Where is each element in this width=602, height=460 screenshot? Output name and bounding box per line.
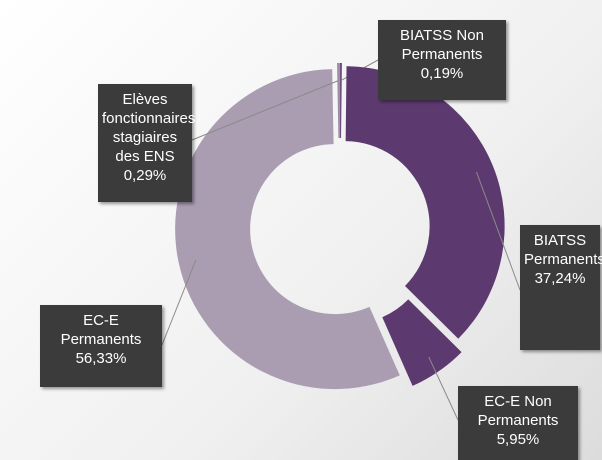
label-value: 37,24% bbox=[534, 270, 586, 287]
label-name: BIATSS Non Permanents bbox=[400, 27, 484, 63]
label-value: 56,33% bbox=[75, 350, 127, 367]
label-value: 0,29% bbox=[123, 167, 167, 184]
donut-slice bbox=[337, 63, 340, 139]
label-name: EC-E Permanents bbox=[60, 312, 142, 348]
data-label: EC-E Permanents 56,33% bbox=[40, 305, 162, 387]
donut-slice bbox=[175, 69, 400, 390]
leader-line bbox=[428, 356, 459, 421]
donut-slice bbox=[345, 66, 505, 339]
label-value: 5,95% bbox=[496, 431, 540, 448]
label-name: EC-E Non Permanents bbox=[477, 393, 559, 429]
data-label: BIATSS Permanents 37,24% bbox=[520, 225, 602, 350]
data-label: Elèves fonctionnaires stagiaires des ENS… bbox=[98, 84, 196, 202]
donut-slice bbox=[340, 63, 342, 139]
data-label: BIATSS Non Permanents 0,19% bbox=[378, 20, 506, 100]
label-name: BIATSS Permanents bbox=[524, 232, 602, 268]
data-label: EC-E Non Permanents 5,95% bbox=[458, 386, 578, 460]
leader-line bbox=[161, 259, 197, 346]
label-value: 0,19% bbox=[420, 65, 464, 82]
leader-line bbox=[476, 171, 521, 291]
donut-slice bbox=[382, 299, 462, 386]
label-name: Elèves fonctionnaires stagiaires des ENS bbox=[102, 91, 196, 165]
leader-line bbox=[191, 80, 339, 141]
